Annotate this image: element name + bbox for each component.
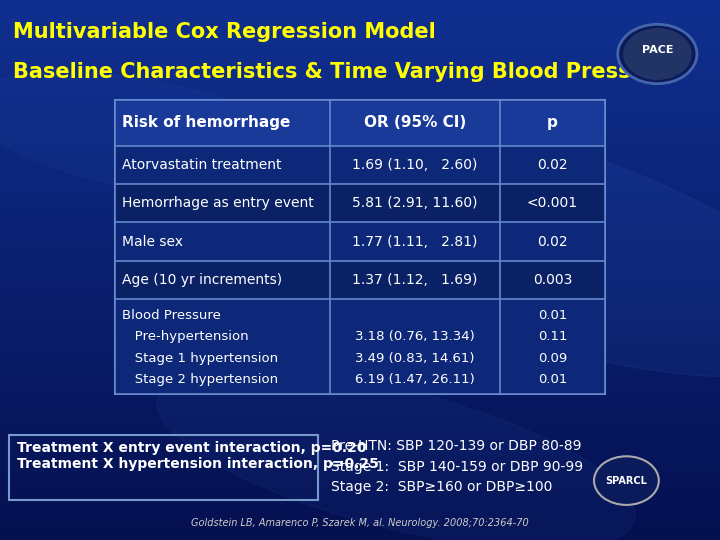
Text: Stage 2 hypertension: Stage 2 hypertension [122,373,279,386]
FancyBboxPatch shape [115,100,605,394]
FancyBboxPatch shape [115,222,605,261]
Text: SPARCL: SPARCL [606,476,647,485]
FancyBboxPatch shape [115,261,605,299]
Ellipse shape [157,368,635,540]
Text: 1.37 (1.12,   1.69): 1.37 (1.12, 1.69) [352,273,477,287]
Text: Risk of hemorrhage: Risk of hemorrhage [122,116,291,130]
Text: Stage 1:  SBP 140-159 or DBP 90-99: Stage 1: SBP 140-159 or DBP 90-99 [331,460,583,474]
Text: 1.77 (1.11,   2.81): 1.77 (1.11, 2.81) [352,235,477,248]
Text: Male sex: Male sex [122,235,183,248]
Text: 5.81 (2.91, 11.60): 5.81 (2.91, 11.60) [352,197,478,210]
Text: Hemorrhage as entry event: Hemorrhage as entry event [122,197,314,210]
Text: Treatment X entry event interaction, p=0.20
Treatment X hypertension interaction: Treatment X entry event interaction, p=0… [17,441,379,471]
Circle shape [594,456,659,505]
Text: Blood Pressure: Blood Pressure [122,309,221,322]
Ellipse shape [0,72,319,198]
FancyBboxPatch shape [115,299,605,394]
Text: 0.11: 0.11 [538,330,567,343]
FancyBboxPatch shape [115,184,605,222]
Text: Pre-HTN: SBP 120-139 or DBP 80-89: Pre-HTN: SBP 120-139 or DBP 80-89 [331,439,582,453]
FancyBboxPatch shape [115,146,605,184]
Text: OR (95% CI): OR (95% CI) [364,116,466,130]
Text: Stage 1 hypertension: Stage 1 hypertension [122,352,279,365]
Text: 0.01: 0.01 [538,309,567,322]
Circle shape [618,24,697,84]
Text: 0.09: 0.09 [538,352,567,365]
Text: Baseline Characteristics & Time Varying Blood Pressure: Baseline Characteristics & Time Varying … [13,62,670,82]
Text: 0.02: 0.02 [537,158,568,172]
Text: p: p [547,116,558,130]
Text: 3.49 (0.83, 14.61): 3.49 (0.83, 14.61) [355,352,474,365]
Text: 0.01: 0.01 [538,373,567,386]
Text: 6.19 (1.47, 26.11): 6.19 (1.47, 26.11) [355,373,475,386]
Text: Atorvastatin treatment: Atorvastatin treatment [122,158,282,172]
Text: 0.02: 0.02 [537,235,568,248]
Text: Age (10 yr increments): Age (10 yr increments) [122,273,282,287]
Text: PACE: PACE [642,45,673,55]
Ellipse shape [242,109,720,377]
Text: <0.001: <0.001 [527,197,578,210]
Text: 3.18 (0.76, 13.34): 3.18 (0.76, 13.34) [355,330,475,343]
Circle shape [624,29,691,79]
Text: Goldstein LB, Amarenco P, Szarek M, al. Neurology. 2008;70:2364-70: Goldstein LB, Amarenco P, Szarek M, al. … [191,518,529,528]
Text: Stage 2:  SBP≥160 or DBP≥100: Stage 2: SBP≥160 or DBP≥100 [331,480,552,494]
Text: Pre-hypertension: Pre-hypertension [122,330,249,343]
FancyBboxPatch shape [115,100,605,146]
Text: 1.69 (1.10,   2.60): 1.69 (1.10, 2.60) [352,158,477,172]
Text: Multivariable Cox Regression Model: Multivariable Cox Regression Model [13,22,436,42]
Text: 0.003: 0.003 [533,273,572,287]
